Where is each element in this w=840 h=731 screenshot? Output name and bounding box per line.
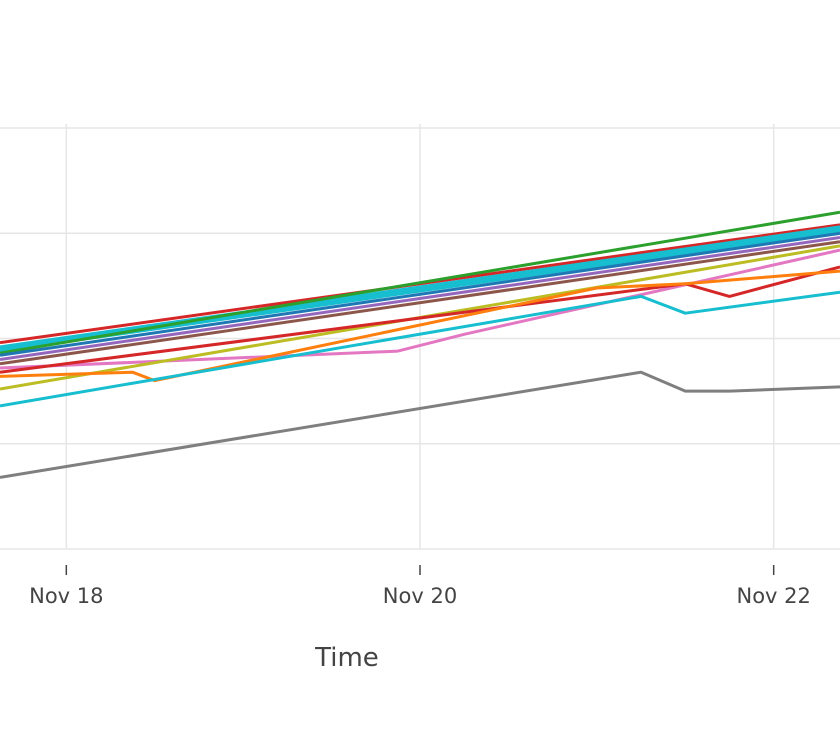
x-tick-label: Nov 18 <box>29 584 103 608</box>
series-line <box>0 290 840 408</box>
series-line <box>0 248 840 370</box>
series-line <box>0 236 840 361</box>
series-line <box>0 265 840 374</box>
series-line <box>0 240 840 366</box>
series-line <box>0 231 840 357</box>
series-line <box>0 210 840 355</box>
x-tick-label: Nov 20 <box>383 584 457 608</box>
series-line <box>0 370 840 479</box>
series-lines <box>0 210 840 479</box>
series-line <box>0 269 840 383</box>
x-tick-label: Nov 22 <box>736 584 810 608</box>
x-gridlines <box>65 124 775 549</box>
x-axis-ticks <box>65 565 775 575</box>
x-axis-title: Time <box>314 643 379 673</box>
series-line <box>0 225 840 349</box>
x-axis-tick-labels: Nov 18 Nov 20 Nov 22 <box>29 584 811 608</box>
